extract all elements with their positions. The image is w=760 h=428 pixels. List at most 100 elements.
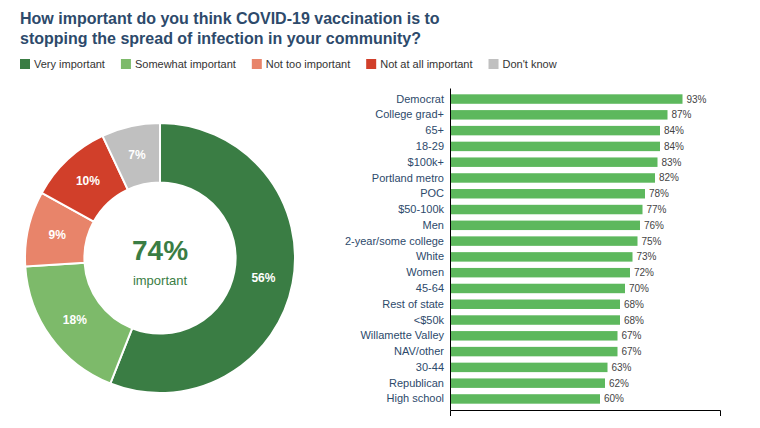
data-label: 73%	[637, 251, 657, 262]
data-label: 87%	[672, 109, 692, 120]
y-tick: 30-44	[416, 361, 444, 373]
y-tick-label: <$50k	[414, 314, 445, 326]
bar	[450, 126, 660, 135]
legend-item: Somewhat important	[121, 58, 236, 70]
y-tick: Men	[423, 219, 444, 231]
legend-label: Very important	[34, 58, 105, 70]
data-label: 63%	[612, 362, 632, 373]
slice	[25, 263, 132, 384]
legend-item: Don't know	[489, 58, 557, 70]
bar	[450, 300, 620, 309]
slice	[103, 123, 160, 190]
y-tick: Democrat	[396, 93, 444, 105]
bar	[450, 236, 638, 245]
legend: Very important Somewhat important Not too …	[20, 58, 557, 70]
data-label: 68%	[624, 299, 644, 310]
data-label: 82%	[659, 172, 679, 183]
bar	[450, 142, 660, 151]
y-tick: 45-64	[416, 282, 444, 294]
legend-item: Not too important	[252, 58, 350, 70]
data-label: 9%	[49, 228, 67, 242]
legend-label: Not at all important	[380, 58, 472, 70]
data-label: 68%	[624, 315, 644, 326]
y-tick-label: Democrat	[396, 93, 444, 105]
bar	[450, 173, 655, 182]
annotation: 74%	[132, 235, 188, 266]
data-label: 75%	[642, 236, 662, 247]
data-label: 76%	[644, 220, 664, 231]
bar	[450, 394, 600, 403]
annotation: important	[133, 273, 188, 288]
y-tick-label: POC	[420, 187, 444, 199]
y-tick-label: Willamette Valley	[360, 329, 444, 341]
legend-swatch	[489, 59, 499, 69]
data-label: 78%	[649, 188, 669, 199]
legend-item: Not at all important	[366, 58, 472, 70]
y-tick-label: NAV/other	[394, 345, 444, 357]
data-label: 7%	[128, 148, 146, 162]
bar	[450, 347, 618, 356]
y-tick-label: Republican	[389, 377, 444, 389]
data-label: 70%	[629, 283, 649, 294]
legend-swatch	[252, 59, 262, 69]
data-label: 84%	[664, 125, 684, 136]
y-tick: <$50k	[414, 314, 445, 326]
data-label: 56%	[251, 271, 275, 285]
data-label: 93%	[687, 94, 707, 105]
y-tick-label: Men	[423, 219, 444, 231]
legend-swatch	[121, 59, 131, 69]
bar	[450, 252, 633, 261]
y-tick-label: Women	[406, 266, 444, 278]
y-tick-label: 2-year/some college	[345, 235, 444, 247]
donut: 56% 18% 9% 10% 7% 74% important	[25, 123, 295, 393]
bar	[450, 221, 640, 230]
y-tick-label: 65+	[425, 124, 444, 136]
legend-label: Don't know	[503, 58, 557, 70]
y-tick: $100k+	[408, 156, 444, 168]
y-tick-label: Rest of state	[382, 298, 444, 310]
x-axis	[451, 411, 721, 417]
y-tick: College grad+	[375, 108, 444, 120]
y-tick-label: 45-64	[416, 282, 444, 294]
data-labels: 93%87%84%84%83%82%78%77%76%75%73%72%70%6…	[604, 94, 707, 405]
data-label: 67%	[622, 346, 642, 357]
data-label: 62%	[609, 378, 629, 389]
bar	[450, 94, 683, 103]
bar	[450, 205, 643, 214]
legend-label: Not too important	[266, 58, 350, 70]
bar	[450, 315, 620, 324]
y-tick: White	[416, 250, 444, 262]
legend-label: Somewhat important	[135, 58, 236, 70]
y-tick: 65+	[425, 124, 444, 136]
y-tick-label: $50-100k	[398, 203, 444, 215]
y-tick: High school	[387, 392, 444, 404]
data-label: 10%	[76, 174, 100, 188]
legend-item: Very important	[20, 58, 105, 70]
data-label: 18%	[63, 313, 87, 327]
data-label: 83%	[662, 157, 682, 168]
y-tick-label: High school	[387, 392, 444, 404]
y-tick: Republican	[389, 377, 444, 389]
y-tick: Rest of state	[382, 298, 444, 310]
y-tick: NAV/other	[394, 345, 444, 357]
y-tick-label: $100k+	[408, 156, 444, 168]
y-tick: Women	[406, 266, 444, 278]
x-axis-line	[451, 411, 721, 417]
y-axis-line	[450, 89, 451, 411]
y-tick: 18-29	[416, 140, 444, 152]
data-label: 77%	[647, 204, 667, 215]
y-tick-label: White	[416, 250, 444, 262]
bar	[450, 284, 625, 293]
bar-chart: DemocratCollege grad+65+18-29$100k+Portl…	[345, 89, 721, 417]
y-tick: $50-100k	[398, 203, 444, 215]
chart-root: How important do you think COVID-19 vacc…	[0, 0, 760, 428]
y-tick-label: 30-44	[416, 361, 444, 373]
y-axis: DemocratCollege grad+65+18-29$100k+Portl…	[345, 89, 451, 411]
legend-swatch	[366, 59, 376, 69]
bar	[450, 157, 658, 166]
bar	[450, 268, 630, 277]
data-label: 67%	[622, 330, 642, 341]
y-tick: 2-year/some college	[345, 235, 444, 247]
bar	[450, 110, 668, 119]
bar	[450, 189, 645, 198]
